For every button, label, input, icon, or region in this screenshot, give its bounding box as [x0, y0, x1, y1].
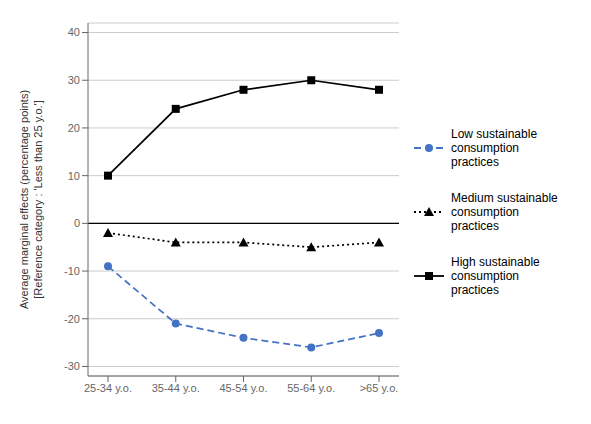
- svg-text:10: 10: [68, 170, 80, 182]
- svg-text:55-64 y.o.: 55-64 y.o.: [287, 382, 335, 394]
- svg-text:-20: -20: [64, 313, 80, 325]
- html-text:High sustainable consumption p: High sustainable consumption practices: [451, 255, 540, 297]
- svg-text:-30: -30: [64, 360, 80, 372]
- svg-text:-10: -10: [64, 265, 80, 277]
- svg-text:45-54 y.o.: 45-54 y.o.: [219, 382, 267, 394]
- svg-text:40: 40: [68, 26, 80, 38]
- svg-text:20: 20: [68, 122, 80, 134]
- svg-text:25-34 y.o.: 25-34 y.o.: [84, 382, 132, 394]
- svg-text:35-44 y.o.: 35-44 y.o.: [152, 382, 200, 394]
- html-text:Low sustainable consumption pr: Low sustainable consumption practices: [451, 127, 538, 169]
- svg-text:Average marginal effects (perc: Average marginal effects (percentage poi…: [18, 90, 44, 309]
- svg-text:0: 0: [74, 217, 80, 229]
- svg-text:>65 y.o.: >65 y.o.: [360, 382, 399, 394]
- html-text:Medium sustainable consumption: Medium sustainable consumption practices: [451, 191, 558, 233]
- svg-text:30: 30: [68, 74, 80, 86]
